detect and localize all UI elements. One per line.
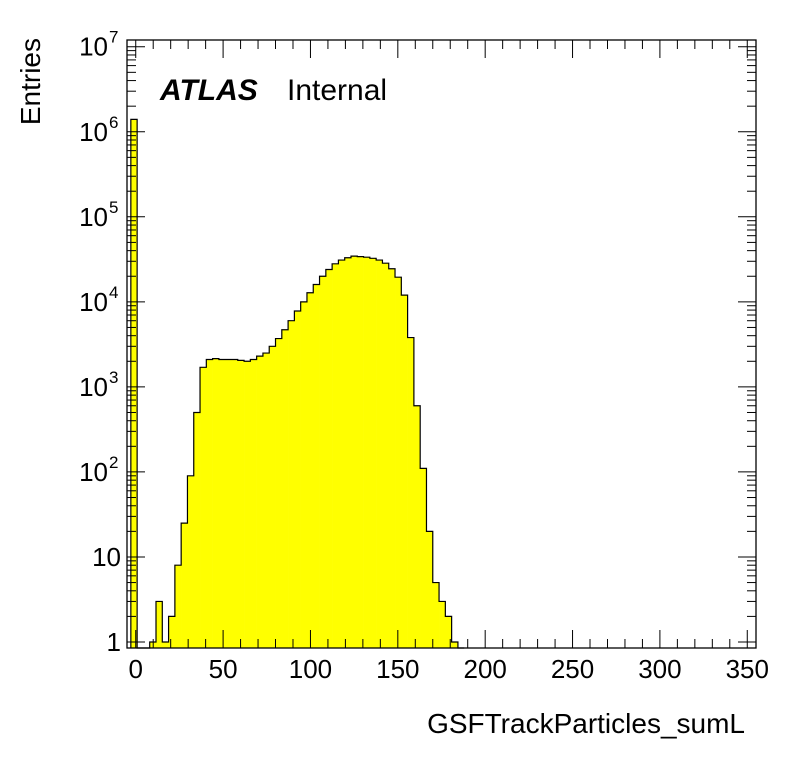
histogram-bin [168, 616, 176, 648]
y-tick-exponent: 2 [109, 453, 118, 472]
histogram-bin [269, 346, 276, 648]
histogram-bin [181, 523, 188, 648]
atlas-label: ATLAS [159, 74, 258, 107]
y-tick-label: 10 [79, 372, 108, 402]
histogram-bin [439, 601, 446, 648]
histogram-bin [162, 641, 169, 648]
histogram-bin [262, 353, 270, 648]
histogram-bin [231, 359, 239, 648]
histogram-bin [407, 337, 415, 648]
histogram-bin [376, 260, 383, 648]
y-tick-label: 10 [79, 32, 108, 62]
histogram-bin [382, 263, 390, 648]
histogram-bin [426, 531, 434, 648]
histogram-bin [187, 475, 195, 648]
histogram-bin [212, 358, 220, 648]
y-tick-label: 10 [79, 202, 108, 232]
x-tick-label: 350 [726, 654, 769, 684]
histogram-bin [218, 359, 226, 648]
y-tick-label: 10 [79, 117, 108, 147]
histogram-bars [130, 119, 459, 648]
y-tick-exponent: 3 [109, 368, 118, 387]
histogram-bin [451, 641, 459, 648]
histogram-bin [350, 256, 358, 648]
histogram-bin [300, 301, 308, 648]
y-tick-label: 10 [79, 287, 108, 317]
histogram-bin [395, 277, 402, 648]
histogram-bin [338, 260, 346, 648]
histogram-bin [369, 258, 377, 648]
histogram-bin [130, 119, 138, 648]
y-tick-label: 10 [92, 542, 121, 572]
x-tick-label: 200 [463, 654, 506, 684]
histogram-bin [174, 565, 182, 648]
histogram-bin [225, 359, 232, 648]
histogram-bin [306, 292, 314, 648]
histogram-bin [363, 257, 371, 648]
histogram-bin [288, 320, 295, 648]
histogram-bin [413, 405, 421, 648]
histogram-bin [319, 276, 327, 648]
histogram-bin [325, 269, 333, 648]
histogram-bin [156, 601, 163, 648]
y-tick-exponent: 5 [109, 198, 118, 217]
x-tick-labels: 0 50 100 150 200 250 300 350 [129, 654, 769, 684]
x-axis-title: GSFTrackParticles_sumL [427, 708, 745, 739]
histogram-bin [401, 295, 408, 648]
y-tick-label: 1 [107, 627, 121, 657]
histogram-bin [275, 338, 283, 648]
internal-label: Internal [287, 74, 387, 107]
histogram-bin [244, 361, 251, 648]
histogram-bin [200, 367, 207, 648]
histogram-bin [313, 284, 320, 648]
y-tick-exponent: 6 [109, 113, 118, 132]
y-tick-exponent: 7 [109, 28, 118, 47]
histogram-bin [250, 359, 257, 648]
y-axis-title: Entries [15, 38, 46, 125]
x-tick-label: 300 [638, 654, 681, 684]
histogram-bin [445, 616, 452, 648]
histogram-bin [432, 582, 440, 648]
histogram-bin [237, 360, 245, 648]
x-tick-label: 150 [376, 654, 419, 684]
histogram-bin [420, 468, 427, 648]
histogram-bin [256, 356, 264, 648]
histogram-bin [357, 256, 364, 648]
x-tick-label: 100 [289, 654, 332, 684]
histogram-bin [281, 329, 289, 648]
histogram-bin [193, 412, 201, 648]
histogram-bin [332, 263, 339, 648]
x-tick-label: 250 [551, 654, 594, 684]
plot-frame [126, 39, 757, 649]
histogram-bin [294, 311, 301, 648]
axis-ticks [127, 40, 756, 648]
y-tick-exponent: 4 [109, 283, 118, 302]
histogram-outline [130, 118, 465, 649]
histogram-bin [206, 359, 213, 648]
y-tick-label: 10 [79, 457, 108, 487]
x-tick-label: 0 [129, 654, 143, 684]
histogram-bin [344, 257, 352, 648]
histogram-bin [388, 268, 396, 648]
x-tick-label: 50 [209, 654, 238, 684]
